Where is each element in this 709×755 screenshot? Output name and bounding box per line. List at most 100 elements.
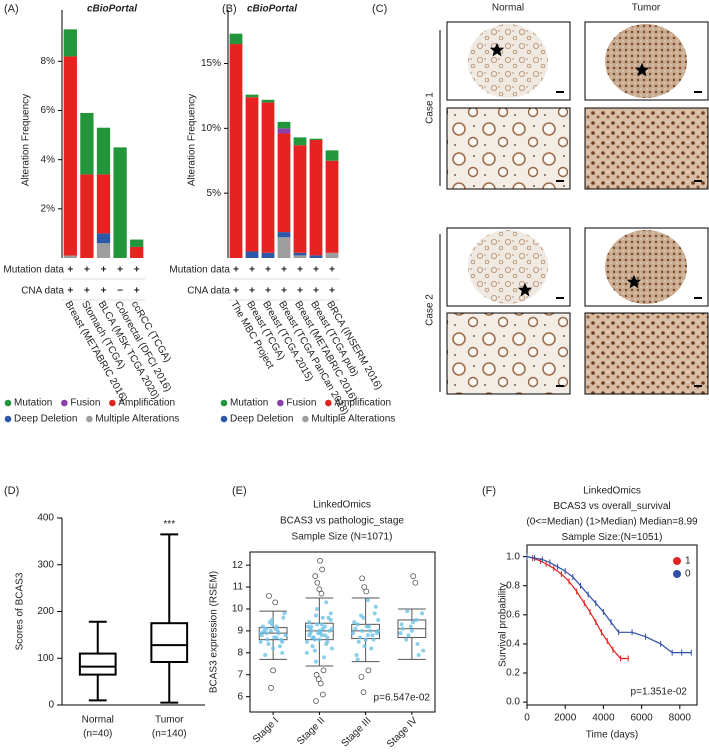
bar-segment (277, 121, 291, 129)
y-tick-label: 4% (41, 154, 56, 165)
row-mark: + (329, 286, 335, 297)
panel-label: (D) (4, 485, 19, 497)
data-point (310, 644, 315, 649)
bar-segment (130, 239, 144, 247)
row-mark: + (67, 286, 73, 297)
chart-title: LinkedOmics (313, 500, 371, 511)
row-mark: + (117, 265, 123, 276)
legend-label: Amplification (118, 398, 175, 409)
data-point (371, 637, 376, 642)
data-point (321, 655, 326, 660)
data-point (264, 631, 269, 636)
bar-segment (96, 127, 111, 175)
bar-segment (63, 29, 77, 57)
y-axis-label: BCAS3 expression (RSEM) (209, 571, 220, 693)
row-mark: + (265, 265, 271, 276)
chart-title: cBioPortal (87, 4, 137, 15)
bar-segment (277, 237, 291, 258)
outlier (266, 592, 272, 599)
data-point (304, 639, 309, 644)
x-tick-label: Stage II (295, 715, 327, 747)
data-point (365, 598, 370, 603)
bar-segment (293, 255, 307, 258)
data-point (268, 628, 273, 633)
tissue-image (584, 312, 709, 395)
data-point (415, 642, 420, 647)
data-point (259, 633, 264, 638)
data-point (318, 628, 323, 633)
bar-segment (325, 150, 339, 161)
chart-subtitle: BCAS3 vs pathologic_stage (280, 516, 404, 527)
y-axis-label: Scores of BCAS3 (15, 572, 26, 650)
outlier (358, 674, 365, 680)
row-mark: + (233, 265, 239, 276)
bar-segment (293, 137, 307, 146)
row-header: Case 1 (425, 92, 436, 124)
data-point (313, 613, 318, 618)
data-point (258, 639, 263, 644)
data-point (363, 637, 368, 642)
bar-segment (261, 102, 275, 253)
outlier (360, 689, 367, 696)
chart-subtitle: Sample Size:(N=1051) (562, 532, 663, 543)
x-tick-label: Tumor (155, 715, 184, 726)
survival-curve (526, 556, 629, 660)
y-tick-label: 15% (201, 58, 221, 69)
data-point (269, 617, 274, 622)
row-header: Case 2 (425, 294, 436, 326)
outlier (363, 588, 370, 595)
row-mark: + (134, 286, 140, 297)
legend-marker (4, 399, 12, 407)
panel-label: (C) (372, 3, 387, 15)
data-point (309, 624, 314, 629)
column-header: Normal (492, 3, 524, 14)
row-mark: + (249, 265, 255, 276)
bar-segment (261, 252, 275, 258)
p-value: p=1.351e-02 (631, 687, 688, 698)
outlier (320, 667, 327, 674)
chart-subtitle: Sample Size (N=1071) (292, 532, 393, 543)
tissue-core (468, 24, 548, 98)
bar-segment (113, 147, 127, 258)
bar-segment (229, 33, 243, 45)
legend-marker (302, 415, 309, 423)
outlier (410, 573, 417, 579)
legend-marker (673, 570, 681, 578)
data-point (355, 657, 360, 662)
outlier (313, 698, 319, 704)
bar-segment (261, 99, 275, 103)
data-point (399, 622, 404, 627)
chart-title: LinkedOmics (583, 486, 641, 497)
bar-segment (96, 243, 111, 258)
data-point (281, 615, 286, 620)
data-point (326, 615, 331, 620)
legend-marker (109, 399, 116, 407)
data-point (308, 631, 313, 636)
x-tick-label: 2000 (554, 713, 577, 724)
data-point (351, 631, 356, 636)
data-point (319, 622, 324, 627)
x-tick-label: Stage IV (385, 715, 420, 750)
data-point (319, 633, 324, 638)
y-tick-label: 6% (41, 105, 56, 116)
tissue-image (446, 312, 571, 395)
outlier (317, 680, 324, 687)
plot-frame (526, 544, 698, 706)
data-point (312, 648, 317, 653)
row-mark: + (313, 286, 319, 297)
data-point (282, 611, 287, 616)
data-point (365, 633, 370, 638)
data-point (408, 624, 413, 629)
data-point (266, 642, 271, 647)
y-tick-label: 0.2 (506, 668, 520, 679)
outlier (412, 579, 419, 586)
bar-segment (309, 255, 323, 258)
x-tick-sublabel: (n=40) (83, 729, 112, 740)
legend-label: Deep Deletion (230, 414, 293, 425)
data-point (360, 628, 365, 633)
data-point (373, 604, 378, 609)
plot-frame (249, 551, 436, 713)
data-point (352, 620, 357, 625)
